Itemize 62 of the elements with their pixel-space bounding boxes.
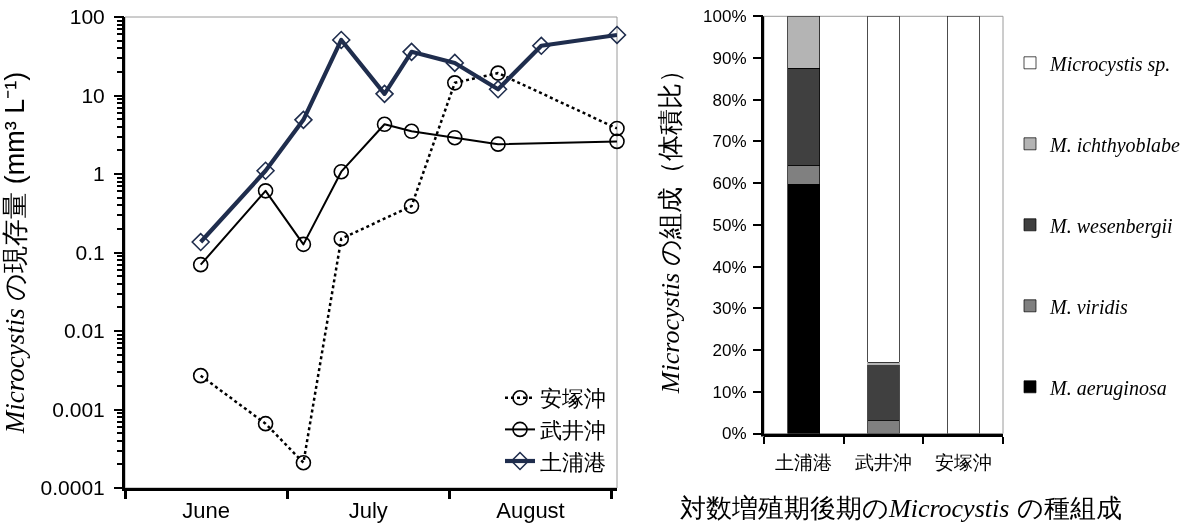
y-tick-label: 30% [712, 299, 747, 319]
point [295, 454, 312, 471]
x-tick-label: August [496, 498, 565, 524]
y-tick-label: 0.01 [63, 319, 105, 343]
point [257, 415, 274, 432]
point [333, 163, 350, 180]
y-tick-label: 70% [712, 132, 747, 152]
point [192, 367, 209, 384]
y-tick-label: 20% [712, 341, 747, 361]
legend-label: 武井沖 [540, 417, 606, 443]
point [402, 42, 421, 62]
point [532, 36, 551, 56]
point [447, 129, 463, 146]
x-tick-label: 武井沖 [855, 452, 912, 474]
y-tick-label: 0% [722, 424, 747, 444]
point [257, 183, 274, 199]
y-tick-label: 1 [93, 162, 105, 186]
x-tick-label: 土浦港 [775, 452, 833, 474]
point [445, 53, 465, 73]
point [403, 198, 420, 214]
point [490, 65, 506, 81]
legend-label: 安塚沖 [540, 386, 606, 412]
text: 対数増殖期後期のMicrocystis の種組成 [680, 493, 1122, 523]
bar [867, 16, 900, 363]
y-tick-label: 10% [712, 382, 747, 402]
y-axis-title: Microcystis の組成（体積比） [654, 56, 685, 395]
legend-label: M. aeruginosa [1049, 376, 1167, 400]
y-tick-label: 100% [703, 7, 747, 27]
point [607, 25, 627, 45]
y-tick-label: 0.001 [52, 397, 105, 421]
point [403, 123, 420, 140]
point [609, 120, 625, 137]
y-tick-label: 40% [712, 257, 747, 277]
legend-label: M. ichthyoblabe [1049, 133, 1181, 157]
point [191, 232, 210, 252]
y-tick-label: 90% [712, 48, 747, 68]
point [609, 133, 625, 150]
legend-label: M. viridis [1049, 295, 1128, 318]
y-tick-label: 60% [712, 174, 747, 194]
point [333, 230, 350, 247]
point [256, 161, 275, 180]
legend-label: Microcystis sp. [1049, 52, 1171, 76]
point [294, 110, 313, 130]
y-tick-label: 0.1 [75, 240, 105, 264]
point [375, 84, 394, 104]
x-tick-label: 安塚沖 [934, 452, 992, 474]
point [488, 80, 508, 99]
x-tick-label: July [348, 498, 388, 524]
point [376, 116, 393, 133]
y-tick-label: 100 [69, 5, 105, 29]
y-tick-label: 10 [81, 83, 105, 107]
point [447, 75, 463, 91]
point [332, 30, 351, 50]
point [490, 136, 506, 152]
y-axis-title: Microcystis の現存量 (mm³ L⁻¹) [0, 71, 30, 435]
y-tick-label: 0.0001 [40, 476, 105, 500]
y-tick-label: 50% [712, 215, 747, 235]
x-tick-label: June [182, 498, 230, 524]
legend-label: M. wesenbergii [1049, 214, 1173, 238]
point [295, 236, 312, 253]
y-tick-label: 80% [712, 90, 747, 110]
point [192, 256, 209, 273]
